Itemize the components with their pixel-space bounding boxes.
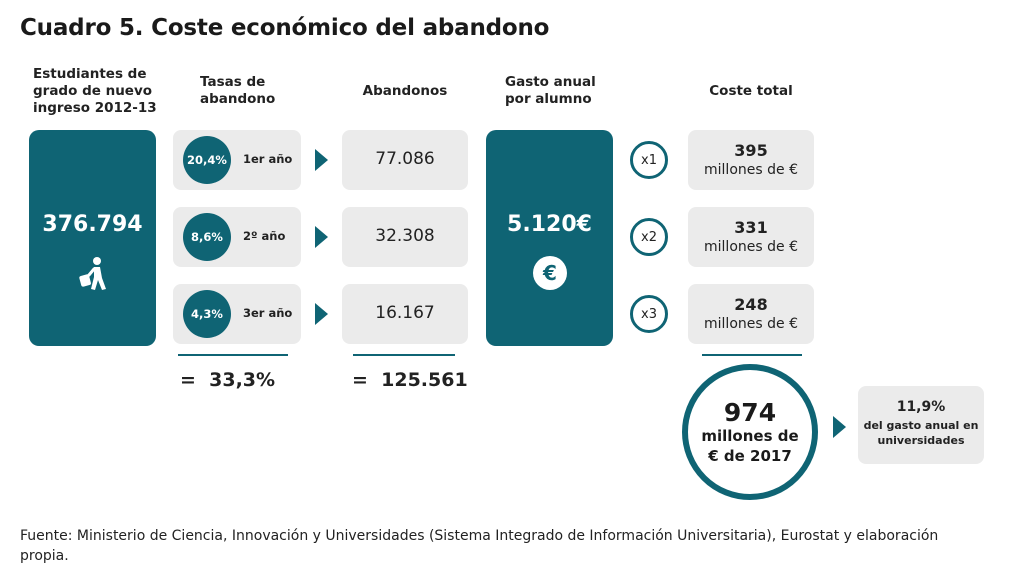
cost-box-3: 248 millones de €	[688, 284, 814, 344]
rate-circle: 8,6%	[183, 213, 231, 261]
share-line2: universidades	[877, 434, 965, 447]
arrow-right-icon	[315, 149, 328, 171]
rate-sum: = 33,3%	[180, 369, 276, 391]
year-label: 1er año	[243, 152, 293, 166]
page-title: Cuadro 5. Coste económico del abandono	[20, 15, 550, 41]
share-value: 11,9%	[896, 399, 946, 415]
header-dropouts: Abandonos	[362, 83, 448, 99]
dropout-box-2: 32.308	[342, 207, 468, 267]
cost-value: 331	[734, 218, 768, 237]
rate-sum-line	[178, 354, 288, 356]
cost-value: 395	[734, 141, 768, 160]
rate-row-3: 4,3% 3er año	[173, 284, 301, 344]
multiplier-circle: x2	[630, 218, 668, 256]
rate-circle: 20,4%	[183, 136, 231, 184]
dropout-sum-line	[353, 354, 455, 356]
multiplier-circle: x1	[630, 141, 668, 179]
share-line1: del gasto anual en	[863, 419, 979, 432]
walking-student-icon	[79, 257, 106, 290]
dropout-value: 77.086	[375, 149, 435, 169]
students-total: 376.794	[42, 212, 143, 237]
year-label: 2º año	[243, 229, 286, 243]
cost-box-1: 395 millones de €	[688, 130, 814, 190]
arrow-right-icon	[833, 416, 846, 438]
spending-box: 5.120€ €	[486, 130, 613, 346]
total-cost-circle: 974 millones de € de 2017	[682, 364, 818, 500]
dropout-box-1: 77.086	[342, 130, 468, 190]
arrow-right-icon	[315, 226, 328, 248]
cost-box-2: 331 millones de €	[688, 207, 814, 267]
share-box: 11,9% del gasto anual en universidades	[858, 386, 984, 464]
dropout-value: 32.308	[375, 226, 435, 246]
rate-row-2: 8,6% 2º año	[173, 207, 301, 267]
cost-unit: millones de €	[704, 162, 798, 178]
header-spending: Gasto anual por alumno	[505, 74, 596, 107]
total-unit-line1: millones de	[701, 426, 799, 445]
dropout-sum: = 125.561	[352, 369, 468, 391]
dropout-box-3: 16.167	[342, 284, 468, 344]
total-value: 974	[723, 397, 777, 427]
year-label: 3er año	[243, 306, 293, 320]
cost-value: 248	[734, 295, 768, 314]
rate-row-1: 20,4% 1er año	[173, 130, 301, 190]
header-cost: Coste total	[709, 83, 793, 99]
total-unit-line2: € de 2017	[708, 446, 792, 465]
rate-circle: 4,3%	[183, 290, 231, 338]
cost-unit: millones de €	[704, 239, 798, 255]
cost-unit: millones de €	[704, 316, 798, 332]
spending-value: 5.120€	[507, 212, 592, 237]
arrow-right-icon	[315, 303, 328, 325]
dropout-value: 16.167	[375, 303, 435, 323]
header-students: Estudiantes de grado de nuevo ingreso 20…	[33, 66, 157, 116]
euro-icon: €	[533, 256, 567, 290]
students-box: 376.794	[29, 130, 156, 346]
source-footnote: Fuente: Ministerio de Ciencia, Innovació…	[20, 528, 939, 564]
cost-sum-line	[702, 354, 802, 356]
multiplier-circle: x3	[630, 295, 668, 333]
header-rates: Tasas de abandono	[200, 74, 276, 107]
